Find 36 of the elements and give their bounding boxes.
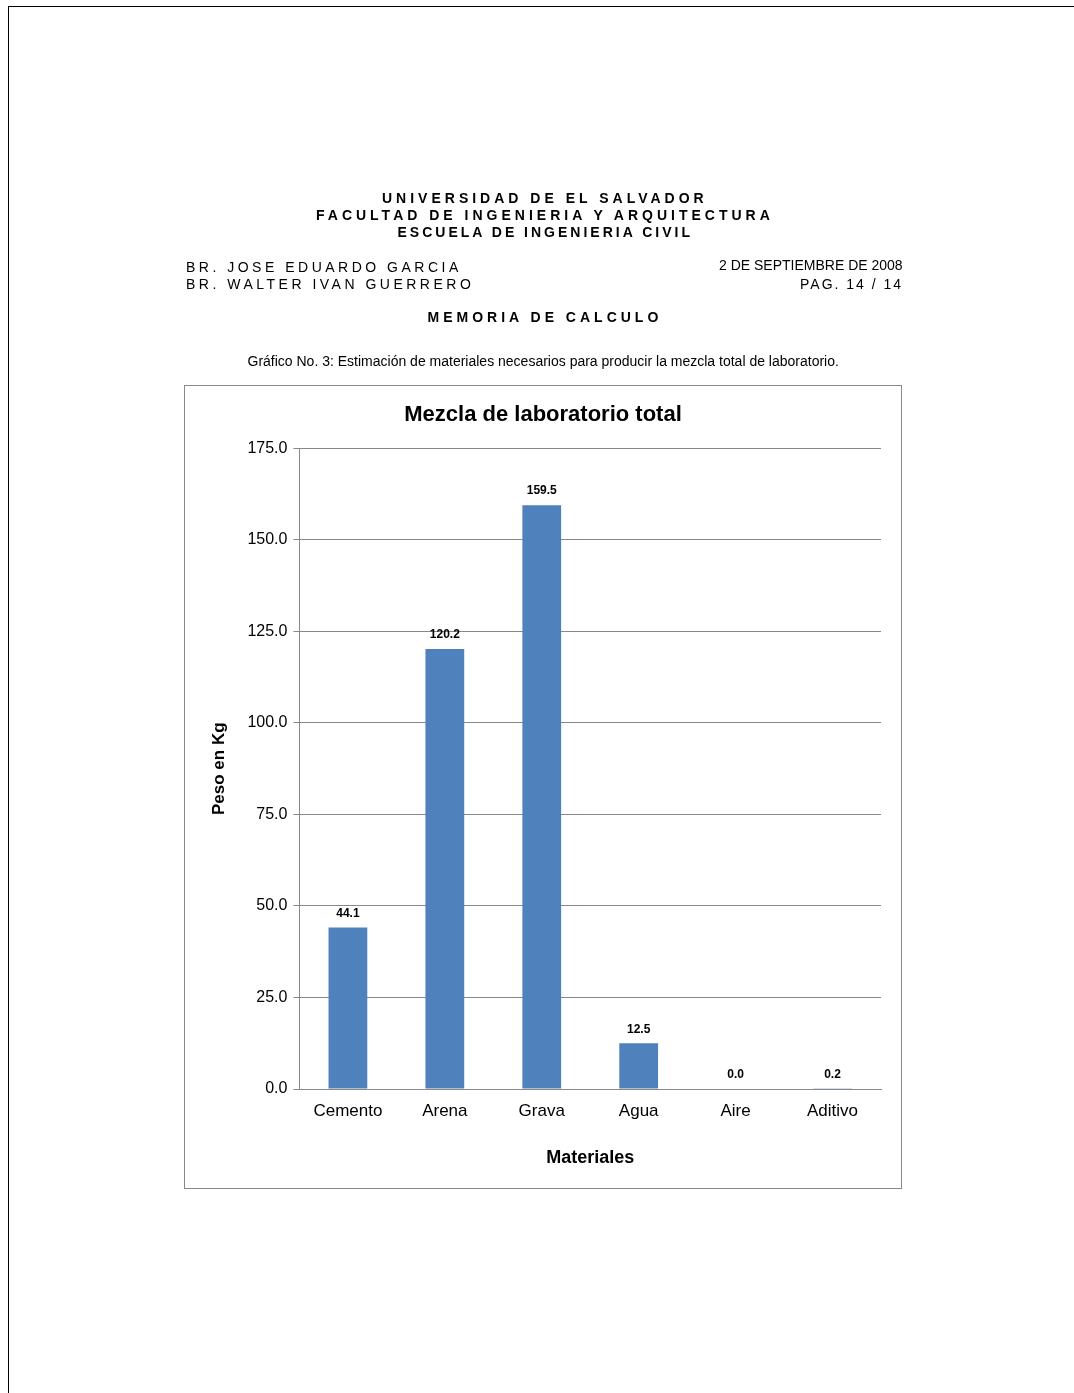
text: Gráfico No. 3: Estimación de materiales necesarios para producir la mezcla total de laboratorio. (247, 353, 839, 369)
y-tick-label: 150.0 (247, 530, 288, 548)
x-tick-label: Aditivo (807, 1100, 859, 1120)
chart-title: Mezcla de laboratorio total (404, 401, 682, 427)
y-tick-label: 175.0 (247, 438, 288, 456)
x-tick-label: Arena (422, 1100, 469, 1120)
text: PAG. 14 / 14 (800, 276, 904, 292)
data-label: 120.2 (429, 627, 461, 642)
text: BR. JOSE EDUARDO GARCIA (186, 259, 462, 275)
y-tick-label: 100.0 (247, 713, 288, 731)
text: UNIVERSIDAD DE EL SALVADOR (382, 190, 708, 206)
x-tick-label: Grava (518, 1100, 566, 1120)
bar (425, 649, 465, 1089)
y-tick-label: 75.0 (256, 804, 288, 822)
text: 2 DE SEPTIEMBRE DE 2008 (719, 257, 903, 273)
y-tick-label: 0.0 (265, 1079, 288, 1097)
data-label: 159.5 (526, 483, 558, 498)
text: MEMORIA DE CALCULO (427, 309, 663, 325)
x-tick-label: Cemento (313, 1100, 383, 1120)
y-tick-label: 25.0 (256, 987, 288, 1005)
x-tick-label: Aire (720, 1100, 751, 1120)
data-label: 0.2 (824, 1066, 842, 1081)
x-tick-label: Agua (618, 1100, 660, 1120)
data-label: 0.0 (727, 1067, 745, 1082)
y-tick-label: 50.0 (256, 896, 288, 914)
bar (522, 505, 562, 1089)
bar (619, 1043, 659, 1089)
data-label: 44.1 (336, 905, 360, 920)
data-label: 12.5 (627, 1021, 651, 1036)
text: BR. WALTER IVAN GUERRERO (186, 276, 475, 292)
y-tick-label: 125.0 (247, 621, 288, 639)
text: FACULTAD DE INGENIERIA Y ARQUITECTURA (316, 207, 774, 223)
y-axis-title: Peso en Kg (208, 722, 228, 815)
x-axis-title: Materiales (546, 1147, 635, 1168)
text: ESCUELA DE INGENIERIA CIVIL (397, 224, 693, 240)
bar (328, 927, 368, 1089)
